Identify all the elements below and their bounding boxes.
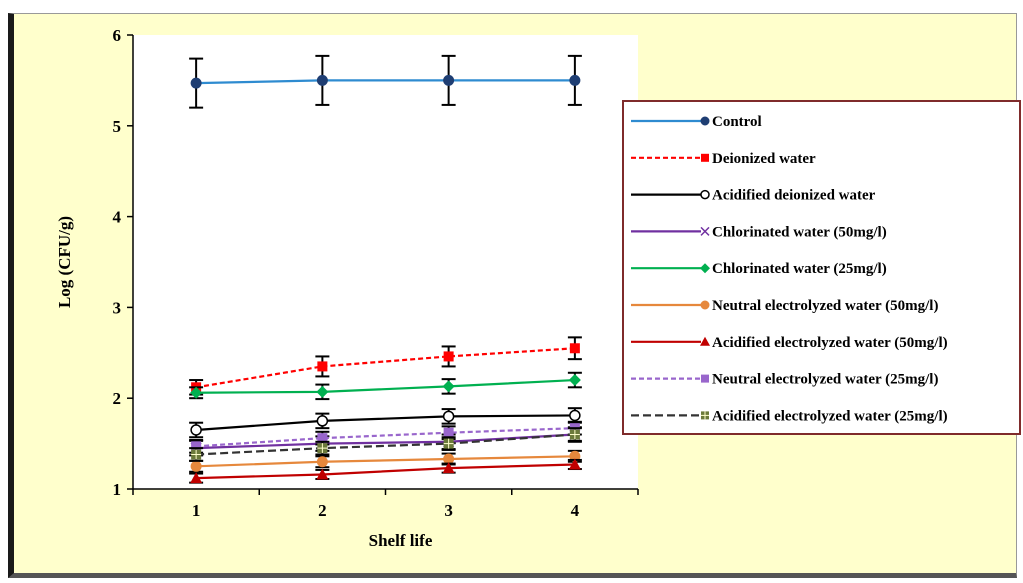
y-tick-label: 3 bbox=[113, 298, 122, 317]
data-point bbox=[316, 415, 329, 427]
legend-label: Acidified deionized water bbox=[712, 188, 876, 204]
legend-marker bbox=[700, 189, 710, 200]
series-line-9 bbox=[196, 433, 575, 456]
series-line-5 bbox=[196, 378, 575, 394]
series-line-3 bbox=[196, 414, 575, 432]
data-point bbox=[443, 427, 454, 438]
legend-label: Deionized water bbox=[712, 151, 816, 167]
data-point bbox=[316, 385, 329, 398]
data-point bbox=[191, 441, 202, 452]
x-tick-label: 1 bbox=[192, 501, 201, 520]
legend-marker bbox=[701, 374, 709, 383]
data-point bbox=[442, 380, 455, 393]
x-tick-label: 4 bbox=[571, 501, 580, 520]
data-point bbox=[443, 351, 454, 362]
data-point bbox=[569, 409, 581, 422]
series-line-6 bbox=[196, 455, 575, 468]
data-point bbox=[317, 361, 328, 372]
legend-label: Neutral electrolyzed water (50mg/l) bbox=[712, 298, 938, 314]
series-line-7 bbox=[196, 463, 575, 480]
data-point bbox=[317, 433, 328, 444]
data-point bbox=[190, 77, 202, 89]
data-point bbox=[190, 472, 203, 484]
data-point bbox=[443, 438, 454, 449]
legend-label: Chlorinated water (50mg/l) bbox=[712, 224, 887, 240]
legend-marker bbox=[700, 116, 710, 126]
data-point bbox=[569, 74, 581, 86]
legend-marker bbox=[700, 336, 710, 346]
data-point bbox=[442, 462, 455, 474]
x-tick-label: 2 bbox=[318, 501, 327, 520]
y-tick-label: 1 bbox=[113, 480, 122, 499]
data-point bbox=[568, 374, 581, 387]
data-point bbox=[191, 449, 202, 460]
x-axis-title: Shelf life bbox=[369, 531, 433, 550]
data-point bbox=[316, 74, 328, 86]
data-point bbox=[568, 458, 581, 470]
y-tick-label: 4 bbox=[113, 208, 122, 227]
y-tick-label: 2 bbox=[113, 389, 122, 408]
series-line-1 bbox=[196, 79, 575, 85]
series-line-8 bbox=[196, 427, 575, 448]
legend-label: Chlorinated water (25mg/l) bbox=[712, 261, 887, 277]
data-point bbox=[569, 343, 580, 354]
y-tick-label: 6 bbox=[113, 26, 122, 45]
x-tick-label: 3 bbox=[444, 501, 453, 520]
legend-marker bbox=[700, 226, 710, 236]
data-point bbox=[442, 410, 455, 423]
data-point bbox=[317, 443, 328, 454]
data-point bbox=[316, 456, 328, 468]
data-point bbox=[569, 429, 580, 440]
data-point bbox=[190, 424, 202, 436]
legend-marker bbox=[700, 263, 710, 274]
data-point bbox=[443, 74, 455, 86]
legend-label: Neutral electrolyzed water (25mg/l) bbox=[712, 372, 938, 388]
data-point bbox=[316, 468, 329, 480]
plot-area bbox=[133, 35, 638, 489]
legend-marker bbox=[700, 300, 710, 310]
legend-label: Acidified electrolyzed water (50mg/l) bbox=[712, 335, 948, 351]
data-point bbox=[190, 386, 203, 399]
legend-label: Control bbox=[712, 114, 762, 130]
y-tick-label: 5 bbox=[113, 117, 122, 136]
data-point bbox=[190, 460, 202, 472]
y-axis-title: Log (CFU/g) bbox=[55, 216, 74, 308]
legend-marker bbox=[701, 411, 709, 420]
legend-label: Acidified electrolyzed water (25mg/l) bbox=[712, 408, 948, 424]
legend-marker bbox=[701, 153, 709, 162]
